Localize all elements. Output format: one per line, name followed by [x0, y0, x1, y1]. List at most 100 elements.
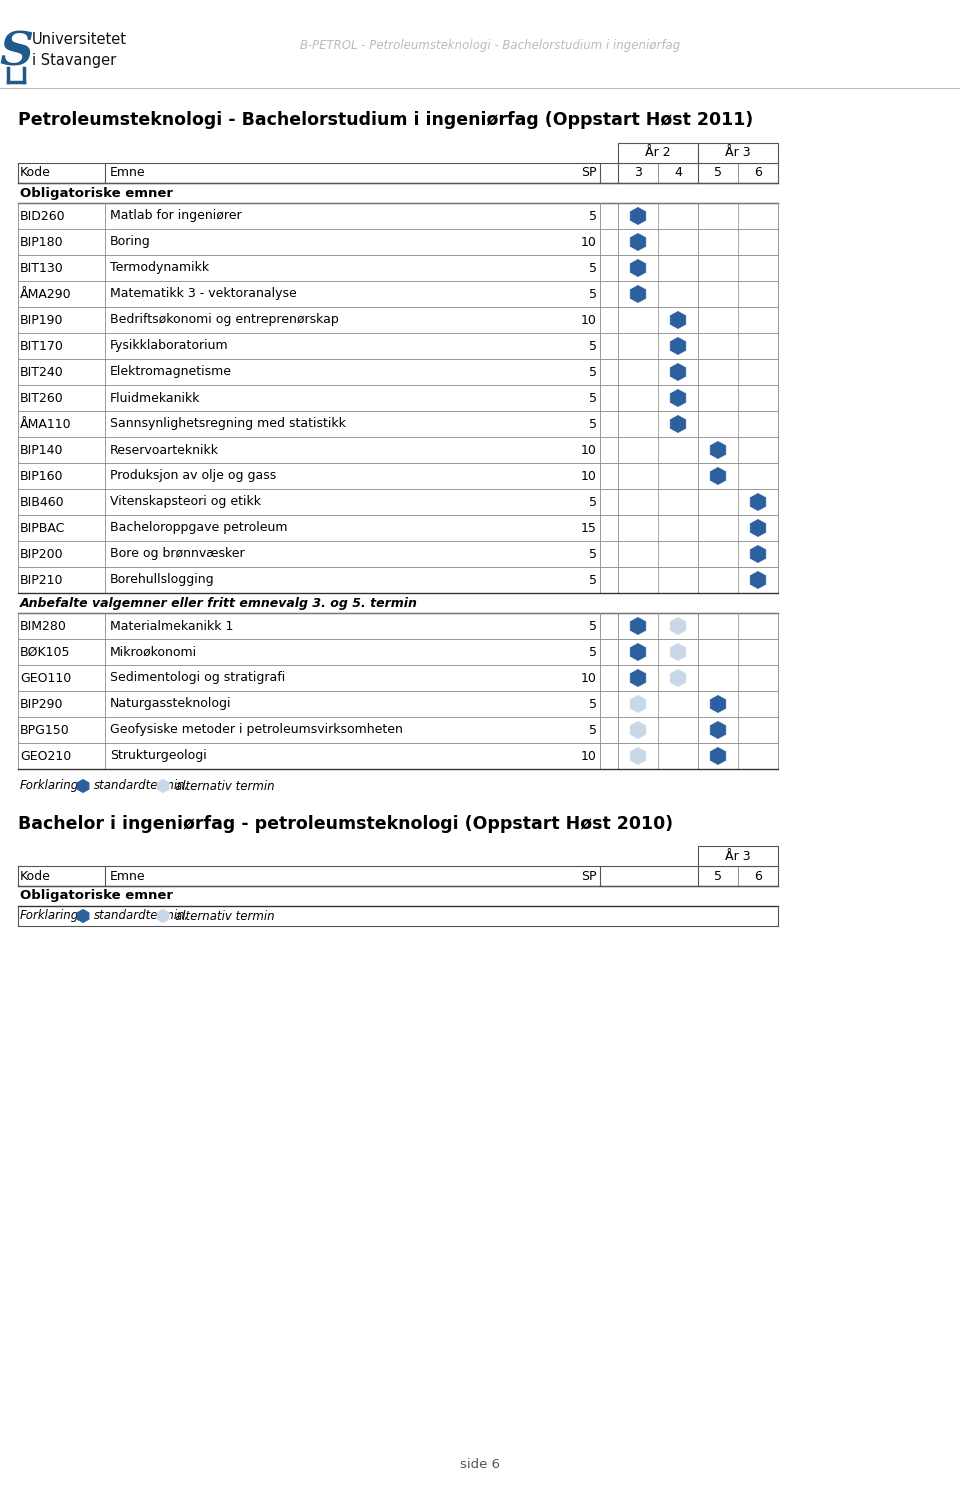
Text: 6: 6	[754, 166, 762, 180]
Text: BIP210: BIP210	[20, 574, 63, 587]
Text: BIP180: BIP180	[20, 235, 63, 249]
Polygon shape	[750, 545, 766, 563]
Text: BIPBAC: BIPBAC	[20, 521, 65, 535]
Text: Vitenskapsteori og etikk: Vitenskapsteori og etikk	[110, 496, 261, 508]
Text: BIP200: BIP200	[20, 547, 63, 560]
Text: Fysikklaboratorium: Fysikklaboratorium	[110, 340, 228, 352]
Polygon shape	[630, 259, 646, 277]
Text: Emne: Emne	[110, 166, 146, 180]
Text: Emne: Emne	[110, 869, 146, 882]
Text: 5: 5	[589, 288, 597, 301]
Polygon shape	[156, 779, 169, 792]
Text: Sedimentologi og stratigrafi: Sedimentologi og stratigrafi	[110, 671, 285, 685]
Polygon shape	[630, 286, 646, 303]
Text: Produksjon av olje og gass: Produksjon av olje og gass	[110, 469, 276, 482]
Polygon shape	[630, 695, 646, 713]
Polygon shape	[710, 467, 726, 484]
Text: B-PETROL - Petroleumsteknologi - Bachelorstudium i ingeniørfag: B-PETROL - Petroleumsteknologi - Bachelo…	[300, 39, 680, 51]
Text: 10: 10	[581, 469, 597, 482]
Polygon shape	[630, 234, 646, 250]
Text: 5: 5	[589, 620, 597, 632]
Polygon shape	[710, 442, 726, 458]
Text: 5: 5	[589, 724, 597, 737]
Text: 10: 10	[581, 313, 597, 327]
Bar	[698, 846, 778, 866]
Text: BIP160: BIP160	[20, 469, 63, 482]
Text: År 3: År 3	[725, 147, 751, 159]
Text: BIT260: BIT260	[20, 391, 63, 404]
Text: Matematikk 3 - vektoranalyse: Matematikk 3 - vektoranalyse	[110, 288, 297, 301]
Polygon shape	[710, 748, 726, 764]
Text: Forklaring:: Forklaring:	[20, 909, 84, 923]
Polygon shape	[750, 571, 766, 589]
Text: ÅMA110: ÅMA110	[20, 418, 72, 430]
Polygon shape	[670, 617, 685, 635]
Polygon shape	[77, 779, 89, 792]
Polygon shape	[710, 722, 726, 739]
Text: Obligatoriske emner: Obligatoriske emner	[20, 186, 173, 199]
Polygon shape	[630, 670, 646, 686]
Text: Materialmekanikk 1: Materialmekanikk 1	[110, 620, 233, 632]
Text: Termodynamikk: Termodynamikk	[110, 262, 209, 274]
Text: S: S	[0, 28, 33, 75]
Text: GEO110: GEO110	[20, 671, 71, 685]
Text: alternativ termin: alternativ termin	[175, 779, 275, 792]
Polygon shape	[77, 909, 89, 923]
Text: BPG150: BPG150	[20, 724, 70, 737]
Text: Geofysiske metoder i petroleumsvirksomheten: Geofysiske metoder i petroleumsvirksomhe…	[110, 724, 403, 737]
Polygon shape	[670, 644, 685, 661]
Bar	[618, 142, 698, 163]
Text: 5: 5	[714, 869, 722, 882]
Text: standardtermin,: standardtermin,	[94, 779, 189, 792]
Text: Matlab for ingeniører: Matlab for ingeniører	[110, 210, 242, 223]
Text: Reservoarteknikk: Reservoarteknikk	[110, 443, 219, 457]
Text: Bachelor i ingeniørfag - petroleumsteknologi (Oppstart Høst 2010): Bachelor i ingeniørfag - petroleumstekno…	[18, 815, 673, 833]
Text: Sannsynlighetsregning med statistikk: Sannsynlighetsregning med statistikk	[110, 418, 346, 430]
Text: BIP290: BIP290	[20, 698, 63, 710]
Polygon shape	[710, 695, 726, 713]
Polygon shape	[630, 748, 646, 764]
Text: standardtermin,: standardtermin,	[94, 909, 189, 923]
Text: Kode: Kode	[20, 166, 51, 180]
Text: BIT130: BIT130	[20, 262, 63, 274]
Text: Strukturgeologi: Strukturgeologi	[110, 749, 206, 762]
Polygon shape	[630, 207, 646, 225]
Text: 10: 10	[581, 443, 597, 457]
Text: 3: 3	[634, 166, 642, 180]
Text: 5: 5	[589, 262, 597, 274]
Text: 5: 5	[589, 418, 597, 430]
Text: Anbefalte valgemner eller fritt emnevalg 3. og 5. termin: Anbefalte valgemner eller fritt emnevalg…	[20, 596, 418, 610]
Polygon shape	[670, 364, 685, 380]
Text: 5: 5	[589, 698, 597, 710]
Polygon shape	[630, 644, 646, 661]
Text: 10: 10	[581, 671, 597, 685]
Text: 10: 10	[581, 235, 597, 249]
Polygon shape	[670, 670, 685, 686]
Text: År 3: År 3	[725, 849, 751, 863]
Polygon shape	[630, 722, 646, 739]
Text: ÅMA290: ÅMA290	[20, 288, 72, 301]
Text: Bacheloroppgave petroleum: Bacheloroppgave petroleum	[110, 521, 287, 535]
Bar	[698, 142, 778, 163]
Text: Mikroøkonomi: Mikroøkonomi	[110, 646, 197, 659]
Text: 5: 5	[589, 366, 597, 379]
Text: BØK105: BØK105	[20, 646, 70, 659]
Text: BIM280: BIM280	[20, 620, 67, 632]
Polygon shape	[156, 909, 169, 923]
Text: 5: 5	[589, 574, 597, 587]
Text: 5: 5	[589, 340, 597, 352]
Text: Kode: Kode	[20, 869, 51, 882]
Text: 5: 5	[589, 646, 597, 659]
Text: i Stavanger: i Stavanger	[32, 52, 116, 67]
Text: Obligatoriske emner: Obligatoriske emner	[20, 890, 173, 902]
Text: Naturgassteknologi: Naturgassteknologi	[110, 698, 231, 710]
Text: side 6: side 6	[460, 1459, 500, 1471]
Text: BIB460: BIB460	[20, 496, 64, 508]
Text: SP: SP	[582, 166, 597, 180]
Text: SP: SP	[582, 869, 597, 882]
Polygon shape	[630, 617, 646, 635]
Text: Elektromagnetisme: Elektromagnetisme	[110, 366, 232, 379]
Polygon shape	[670, 312, 685, 328]
Text: 6: 6	[754, 869, 762, 882]
Polygon shape	[750, 493, 766, 511]
